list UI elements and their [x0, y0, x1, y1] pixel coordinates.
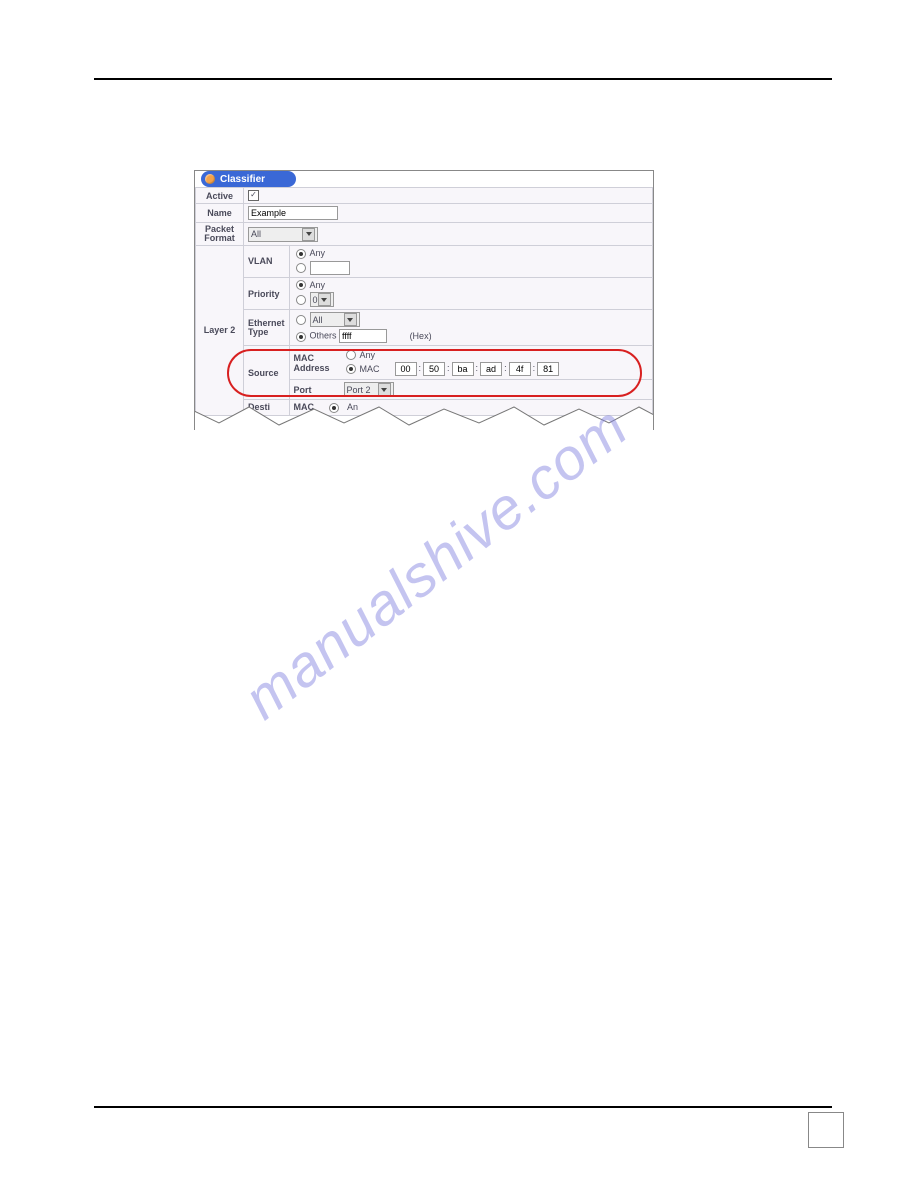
- vlan-input[interactable]: [310, 261, 350, 275]
- priority-value-radio[interactable]: [296, 295, 306, 305]
- vlan-value-radio[interactable]: [296, 263, 306, 273]
- mac-inputs: :::::: [393, 361, 648, 377]
- mac-octet-5[interactable]: [537, 362, 559, 376]
- ethtype-inner: All Others (Hex): [294, 311, 648, 344]
- mac-value-radio[interactable]: [346, 364, 356, 374]
- ethtype-all-radio[interactable]: [296, 315, 306, 325]
- priority-any-label: Any: [308, 279, 648, 292]
- mac-address-cell: Any MAC :::::: [340, 346, 652, 379]
- ethtype-hex-label: (Hex): [410, 331, 432, 341]
- priority-any-radio[interactable]: [296, 280, 306, 290]
- mac-any-radio[interactable]: [346, 350, 356, 360]
- active-row: Active ✓: [196, 188, 653, 204]
- vlan-inner: Any: [294, 247, 648, 276]
- port-cell: Port 2: [340, 380, 652, 400]
- mac-octet-1[interactable]: [423, 362, 445, 376]
- torn-edge: [194, 401, 654, 430]
- ethtype-row: Ethernet Type All: [196, 310, 653, 346]
- mac-octet-0[interactable]: [395, 362, 417, 376]
- vlan-cell: Any: [289, 246, 652, 278]
- packet-format-label: Packet Format: [196, 223, 244, 246]
- active-label: Active: [196, 188, 244, 204]
- vlan-any-radio[interactable]: [296, 249, 306, 259]
- mac-any-label: Any: [360, 350, 376, 360]
- name-input[interactable]: [248, 206, 338, 220]
- name-row: Name: [196, 204, 653, 223]
- chevron-down-icon: [378, 383, 391, 396]
- packet-format-select[interactable]: All: [248, 227, 318, 242]
- pill-icon: [205, 174, 215, 184]
- source-label: Source: [244, 346, 290, 400]
- ethtype-others-radio[interactable]: [296, 332, 306, 342]
- page-frame: Classifier Active ✓ Name Packet Format: [0, 0, 918, 1188]
- packet-format-value: All: [251, 229, 261, 239]
- mac-label: MAC: [360, 364, 380, 374]
- priority-cell: Any 0: [289, 277, 652, 310]
- classifier-pill: Classifier: [201, 171, 296, 187]
- vlan-row: Layer 2 VLAN Any: [196, 246, 653, 278]
- vlan-any-label: Any: [308, 247, 648, 260]
- ethtype-label: Ethernet Type: [244, 310, 290, 346]
- active-checkbox[interactable]: ✓: [248, 190, 259, 201]
- chevron-down-icon: [344, 313, 357, 326]
- bottom-divider: [94, 1106, 832, 1108]
- priority-label: Priority: [244, 277, 290, 310]
- layer2-label: Layer 2: [196, 246, 244, 416]
- priority-row: Priority Any 0: [196, 277, 653, 310]
- active-cell: ✓: [244, 188, 653, 204]
- vlan-label: VLAN: [244, 246, 290, 278]
- priority-inner: Any 0: [294, 279, 648, 309]
- packet-format-row: Packet Format All: [196, 223, 653, 246]
- ethtype-all-label: All: [313, 315, 323, 325]
- ethtype-others-input[interactable]: [339, 329, 387, 343]
- mac-octet-4[interactable]: [509, 362, 531, 376]
- ethtype-all-select[interactable]: All: [310, 312, 360, 327]
- name-cell: [244, 204, 653, 223]
- mac-address-label: MAC Address: [290, 346, 340, 379]
- port-value: Port 2: [347, 385, 371, 395]
- priority-select[interactable]: 0: [310, 292, 334, 307]
- chevron-down-icon: [318, 293, 331, 306]
- name-label: Name: [196, 204, 244, 223]
- port-select[interactable]: Port 2: [344, 382, 394, 397]
- classifier-header: Classifier: [201, 171, 653, 187]
- classifier-form: Active ✓ Name Packet Format All: [195, 187, 653, 416]
- source-cell: MAC Address Any MAC: [289, 346, 652, 400]
- packet-format-cell: All: [244, 223, 653, 246]
- ethtype-others-label: Others: [310, 331, 337, 341]
- port-label: Port: [290, 380, 340, 400]
- mac-octet-3[interactable]: [480, 362, 502, 376]
- mac-octet-2[interactable]: [452, 362, 474, 376]
- classifier-title: Classifier: [220, 174, 265, 185]
- source-row: Source MAC Address Any: [196, 346, 653, 400]
- ethtype-cell: All Others (Hex): [289, 310, 652, 346]
- top-divider: [94, 78, 832, 80]
- page-number-box: [808, 1112, 844, 1148]
- classifier-screenshot: Classifier Active ✓ Name Packet Format: [194, 170, 654, 430]
- chevron-down-icon: [302, 228, 315, 241]
- source-inner: MAC Address Any MAC: [290, 346, 652, 399]
